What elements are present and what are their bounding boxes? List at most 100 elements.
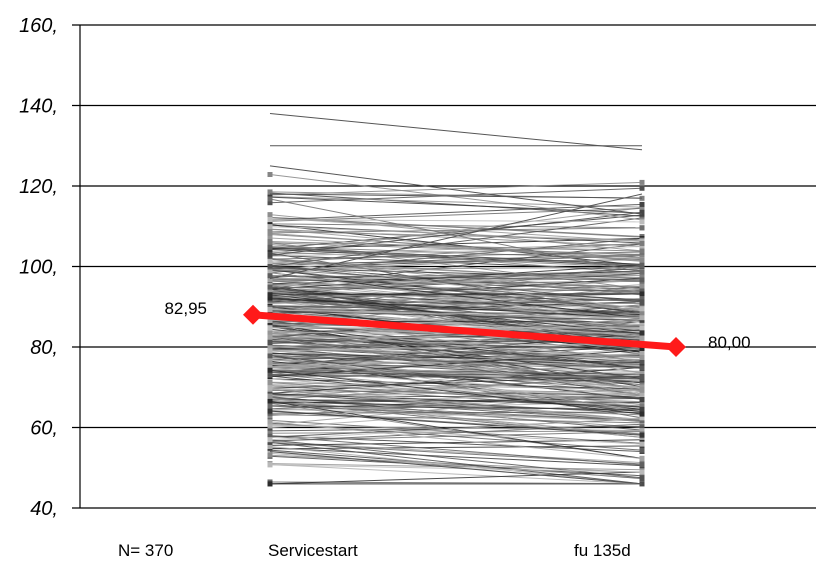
subject-marker-end: [639, 185, 645, 191]
subject-line: [269, 447, 643, 467]
subject-line: [269, 251, 643, 260]
subject-marker-end: [639, 291, 645, 297]
subject-marker-end: [639, 447, 645, 453]
x-category-labels: N= 370 Servicestart fu 135d: [118, 541, 631, 560]
n-label: N= 370: [118, 541, 173, 560]
subject-marker-start: [267, 217, 273, 223]
subject-line: [269, 441, 643, 485]
subject-line: [269, 342, 643, 352]
subject-marker-start: [267, 348, 273, 354]
subject-marker-start: [267, 235, 273, 241]
subject-line: [269, 223, 643, 229]
subject-line: [269, 389, 643, 397]
subject-line: [269, 309, 643, 321]
subject-line: [269, 165, 643, 215]
subject-marker-start: [267, 430, 273, 436]
subject-line: [269, 463, 643, 485]
subject-marker-start: [267, 263, 273, 269]
subject-marker-start: [267, 398, 273, 404]
subject-marker-start: [267, 284, 273, 290]
subject-line: [269, 275, 643, 281]
subject-marker-start: [267, 289, 273, 295]
subject-marker-end: [639, 315, 645, 321]
subject-line: [269, 464, 643, 473]
subject-marker-end: [639, 244, 645, 250]
subject-marker-end: [639, 373, 645, 379]
subject-marker-end: [639, 258, 645, 264]
subject-marker-end: [639, 219, 645, 225]
subject-marker-start: [267, 403, 273, 409]
subject-marker-start: [267, 269, 273, 275]
subject-line: [269, 228, 643, 247]
subject-marker-end: [639, 299, 645, 305]
subject-line: [269, 417, 643, 441]
subject-line: [269, 410, 643, 436]
subject-line: [269, 253, 643, 272]
subject-line: [269, 440, 643, 464]
subject-line: [269, 336, 643, 396]
subject-marker-start: [267, 292, 273, 298]
subject-marker-start: [267, 408, 273, 414]
subject-marker-end: [639, 195, 645, 201]
subject-marker-end: [639, 209, 645, 215]
subject-marker-start: [267, 385, 273, 391]
subject-marker-end: [639, 201, 645, 207]
subject-line: [269, 219, 643, 223]
subject-marker-end: [639, 347, 645, 353]
subject-marker-start: [267, 259, 273, 265]
subject-line: [269, 265, 643, 312]
subject-line: [269, 196, 643, 214]
subject-line: [269, 382, 643, 407]
subject-line: [269, 293, 643, 296]
subject-marker-end: [639, 417, 645, 423]
subject-line: [269, 211, 643, 256]
subject-marker-start: [267, 439, 273, 445]
subject-marker-start: [267, 452, 273, 458]
subject-marker-start: [267, 252, 273, 258]
subject-line: [269, 259, 643, 283]
subject-line: [269, 355, 643, 400]
subject-marker-end: [639, 469, 645, 475]
subject-line: [269, 265, 643, 303]
subject-line: [269, 382, 643, 391]
subject-line: [269, 338, 643, 348]
subject-line: [269, 378, 643, 390]
subject-marker-end: [639, 310, 645, 316]
subject-marker-start: [267, 421, 273, 427]
subject-marker-start: [267, 318, 273, 324]
subject-marker-end: [639, 475, 645, 481]
subject-line: [269, 393, 643, 414]
subject-marker-start: [267, 273, 273, 279]
y-tick-label: 160,: [19, 15, 58, 37]
subject-marker-start: [267, 307, 273, 313]
subject-marker-start: [267, 172, 273, 178]
subject-line: [269, 397, 643, 421]
subject-marker-end: [639, 359, 645, 365]
y-tick-label: 140,: [19, 96, 58, 118]
subject-marker-end: [639, 455, 645, 461]
subject-marker-start: [267, 239, 273, 245]
subject-marker-start: [267, 295, 273, 301]
subject-line: [269, 237, 643, 250]
subject-line: [269, 325, 643, 380]
subject-marker-end: [639, 248, 645, 254]
subject-line: [269, 309, 643, 319]
subject-marker-end: [639, 225, 645, 231]
subject-marker-end: [639, 262, 645, 268]
subject-marker-start: [267, 433, 273, 439]
subject-marker-end: [639, 370, 645, 376]
subject-line: [269, 207, 643, 254]
subject-marker-end: [639, 240, 645, 246]
subject-line: [269, 297, 643, 319]
subject-marker-start: [267, 437, 273, 443]
subject-marker-end: [639, 277, 645, 283]
subject-marker-end: [639, 365, 645, 371]
mean-point-marker: [243, 304, 263, 325]
subject-line: [269, 439, 643, 479]
subject-marker-end: [639, 325, 645, 331]
subject-marker-end: [639, 335, 645, 341]
subject-marker-end: [639, 396, 645, 402]
subject-marker-start: [267, 212, 273, 218]
subject-line: [269, 113, 643, 151]
y-tick-labels: 40, 60, 80, 100, 120, 140, 160,: [19, 15, 58, 520]
